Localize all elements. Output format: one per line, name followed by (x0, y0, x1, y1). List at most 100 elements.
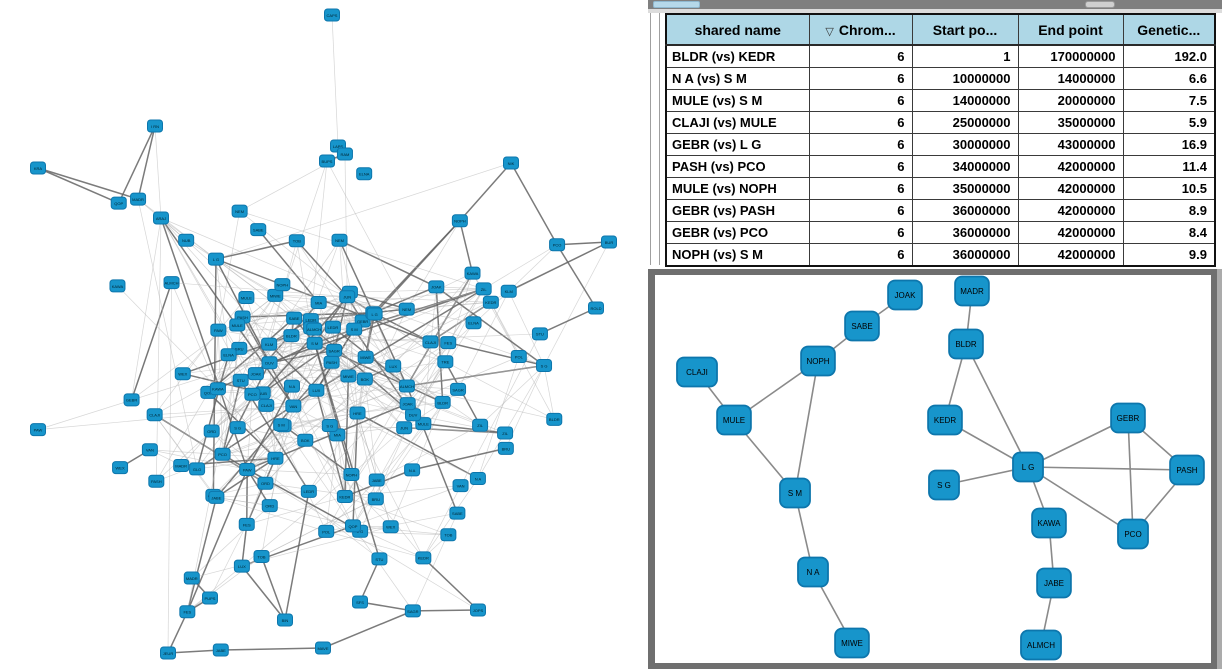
network-node[interactable]: ZIL (472, 418, 489, 432)
network-node[interactable]: MIWE (267, 288, 284, 302)
network-node[interactable]: SABE (250, 223, 267, 237)
table-row[interactable]: MULE (vs) S M 6 14000000 20000000 7.5 (665, 89, 1216, 112)
network-node[interactable]: PCO (549, 238, 566, 252)
column-header-shared-name[interactable]: shared name (665, 13, 810, 46)
table-cell[interactable]: 1 (911, 44, 1019, 68)
network-node[interactable]: KAWA (109, 279, 126, 293)
network-node[interactable]: JABE (208, 490, 225, 504)
network-node[interactable]: POL (510, 350, 527, 364)
filter-icon[interactable]: ▽ (825, 25, 834, 38)
table-cell[interactable]: 42000000 (1017, 221, 1124, 244)
network-node[interactable]: S G (229, 421, 246, 435)
network-node[interactable]: DUV (405, 408, 422, 422)
network-node[interactable]: LEDR (324, 320, 341, 334)
node-N A[interactable]: N A (797, 556, 829, 588)
network-node[interactable]: BUR (601, 235, 617, 249)
network-node[interactable]: NEM (331, 233, 348, 247)
network-node[interactable]: SABE (449, 506, 466, 520)
network-node[interactable]: SAGR (326, 343, 343, 357)
node-MULE[interactable]: MULE (716, 404, 752, 436)
table-cell[interactable]: 6 (808, 155, 913, 178)
network-node[interactable]: JOAK (399, 397, 416, 411)
main-network-panel[interactable]: CAPS I RN KRA NIK BUR ROLD JEUR MAVE BIN PUPS SFS J… (0, 0, 648, 669)
network-node[interactable]: KEDR (415, 551, 432, 565)
network-node[interactable]: MIWE (340, 369, 357, 383)
table-cell[interactable]: 170000000 (1017, 44, 1124, 68)
table-cell[interactable]: 10000000 (911, 67, 1019, 90)
column-header-start-point[interactable]: Start po... (911, 13, 1019, 46)
network-node[interactable]: ORD (261, 499, 278, 513)
network-node[interactable]: ROLD (588, 301, 604, 315)
network-node[interactable]: MIA (310, 296, 327, 310)
network-node[interactable]: JOPS (470, 603, 486, 617)
horizontal-scrollbar[interactable] (648, 0, 1222, 9)
table-cell[interactable]: 6 (808, 243, 913, 267)
table-cell[interactable]: 6 (808, 67, 913, 90)
network-node[interactable]: S G (321, 419, 338, 433)
network-node[interactable]: BIN (277, 613, 293, 627)
network-node[interactable]: KRA (30, 161, 46, 175)
table-cell[interactable]: MULE (vs) NOPH (665, 177, 810, 200)
network-node[interactable]: RAM (336, 147, 353, 161)
network-node[interactable]: GEBR (123, 393, 140, 407)
table-cell[interactable]: 16.9 (1122, 133, 1216, 156)
network-node[interactable]: BOK (356, 372, 373, 386)
network-node[interactable]: LEDR (300, 484, 317, 498)
table-cell[interactable]: BLDR (vs) KEDR (665, 44, 810, 68)
node-ALMCH[interactable]: ALMCH (1020, 629, 1062, 661)
table-cell[interactable]: GEBR (vs) PASH (665, 199, 810, 222)
table-cell[interactable]: 34000000 (911, 155, 1019, 178)
network-node[interactable]: ELNA (356, 167, 373, 181)
network-node[interactable]: JEUR (160, 646, 176, 660)
table-cell[interactable]: 36000000 (911, 221, 1019, 244)
table-cell[interactable]: 42000000 (1017, 177, 1124, 200)
table-cell[interactable]: 9.9 (1122, 243, 1216, 267)
network-node[interactable]: NUB (178, 233, 195, 247)
network-node[interactable]: STU (371, 552, 388, 566)
table-cell[interactable]: 42000000 (1017, 243, 1124, 267)
network-node[interactable]: KLM (261, 337, 278, 351)
node-SABE[interactable]: SABE (844, 310, 880, 342)
node-MADR[interactable]: MADR (954, 275, 990, 307)
network-node[interactable]: SAGR (450, 382, 467, 396)
network-node[interactable]: TRE (437, 355, 454, 369)
table-cell[interactable]: NOPH (vs) S M (665, 243, 810, 267)
network-node[interactable]: VAN (141, 443, 158, 457)
network-node[interactable]: LUX (308, 383, 325, 397)
network-node[interactable]: KAWA (464, 266, 481, 280)
table-cell[interactable]: MULE (vs) S M (665, 89, 810, 112)
network-node[interactable]: KAWA (209, 382, 226, 396)
network-node[interactable]: WEX (174, 367, 191, 381)
network-node[interactable]: MADR (130, 192, 147, 206)
column-header-end-point[interactable]: End point (1017, 13, 1124, 46)
network-node[interactable]: ZIL (475, 282, 492, 296)
network-node[interactable]: NEM (398, 302, 415, 316)
network-node[interactable]: S G (536, 359, 553, 373)
node-S M[interactable]: S M (779, 477, 811, 509)
network-node[interactable]: STU (531, 327, 548, 341)
table-cell[interactable]: 8.4 (1122, 221, 1216, 244)
table-row[interactable]: BLDR (vs) KEDR 6 1 170000000 192.0 (665, 44, 1216, 68)
main-network-canvas[interactable]: CAPS I RN KRA NIK BUR ROLD JEUR MAVE BIN PUPS SFS J… (0, 0, 648, 669)
table-row[interactable]: GEBR (vs) PCO 6 36000000 42000000 8.4 (665, 221, 1216, 244)
column-header-chromosome[interactable]: ▽ Chrom... (808, 13, 913, 46)
network-node[interactable]: QOP (110, 196, 127, 210)
network-node[interactable]: SFS (352, 595, 368, 609)
network-node[interactable]: ORD (203, 424, 220, 438)
network-node[interactable]: S M (306, 336, 323, 350)
network-node[interactable]: N A (469, 472, 486, 486)
network-node[interactable]: WEX (112, 461, 129, 475)
table-row[interactable]: PASH (vs) PCO 6 34000000 42000000 11.4 (665, 155, 1216, 178)
node-MIWE[interactable]: MIWE (834, 627, 870, 659)
network-node[interactable]: ZIL (497, 426, 514, 440)
table-cell[interactable]: 6 (808, 177, 913, 200)
network-node[interactable]: WEX (382, 520, 399, 534)
network-node[interactable]: NIK (503, 156, 519, 170)
table-cell[interactable]: PASH (vs) PCO (665, 155, 810, 178)
table-row[interactable]: NOPH (vs) S M 6 36000000 42000000 9.9 (665, 243, 1216, 267)
network-edge-NOPH-S M[interactable] (794, 360, 819, 494)
network-edge-GEBR-PCO[interactable] (1127, 417, 1134, 535)
table-cell[interactable]: 30000000 (911, 133, 1019, 156)
node-CLAJI[interactable]: CLAJI (676, 356, 718, 388)
network-node[interactable]: PAW (30, 423, 46, 437)
